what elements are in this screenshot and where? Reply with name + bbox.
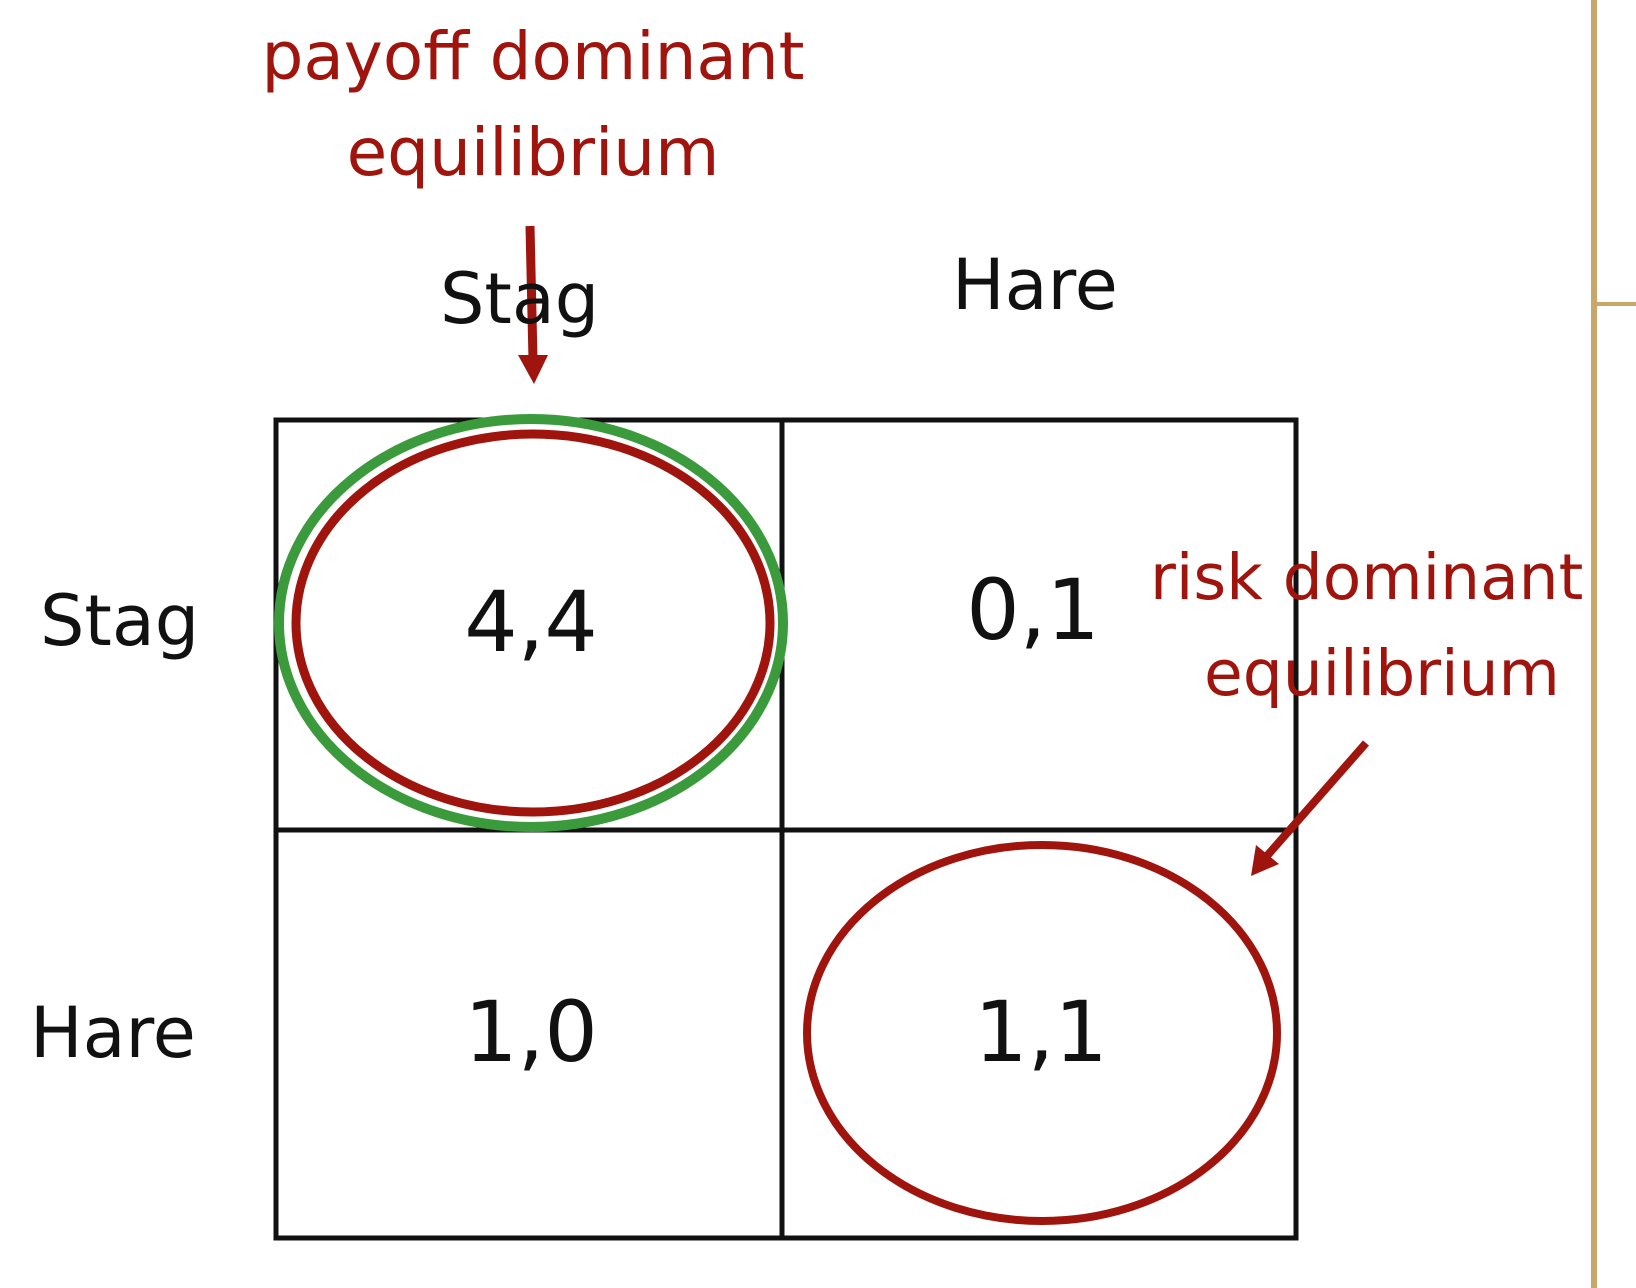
- cell-stag-stag: 4,4: [464, 573, 598, 671]
- payoff-dominant-ellipse-green: [274, 414, 788, 832]
- cell-hare-stag: 1,0: [464, 983, 598, 1081]
- cell-stag-hare: 0,1: [966, 561, 1100, 659]
- risk-dominant-arrowhead: [1251, 845, 1279, 876]
- column-header-hare: Hare: [952, 244, 1118, 326]
- payoff-dominant-arrow: [525, 225, 538, 361]
- payoff-dominant-arrowhead: [518, 355, 548, 384]
- row-header-stag: Stag: [40, 580, 200, 662]
- payoff-matrix-grid: [273, 417, 1299, 1241]
- risk-dominant-arrow: [1262, 740, 1370, 860]
- payoff-dominant-label-line1: payoff dominant: [261, 18, 805, 95]
- cell-hare-hare: 1,1: [974, 983, 1108, 1081]
- risk-dominant-label-line1: risk dominant: [1150, 541, 1584, 614]
- risk-dominant-ellipse: [803, 841, 1281, 1225]
- payoff-dominant-label-line2: equilibrium: [346, 114, 720, 191]
- row-header-hare: Hare: [30, 992, 196, 1074]
- risk-dominant-label-line2: equilibrium: [1204, 637, 1560, 710]
- payoff-dominant-ellipse-red: [291, 429, 775, 817]
- column-header-stag: Stag: [440, 258, 600, 340]
